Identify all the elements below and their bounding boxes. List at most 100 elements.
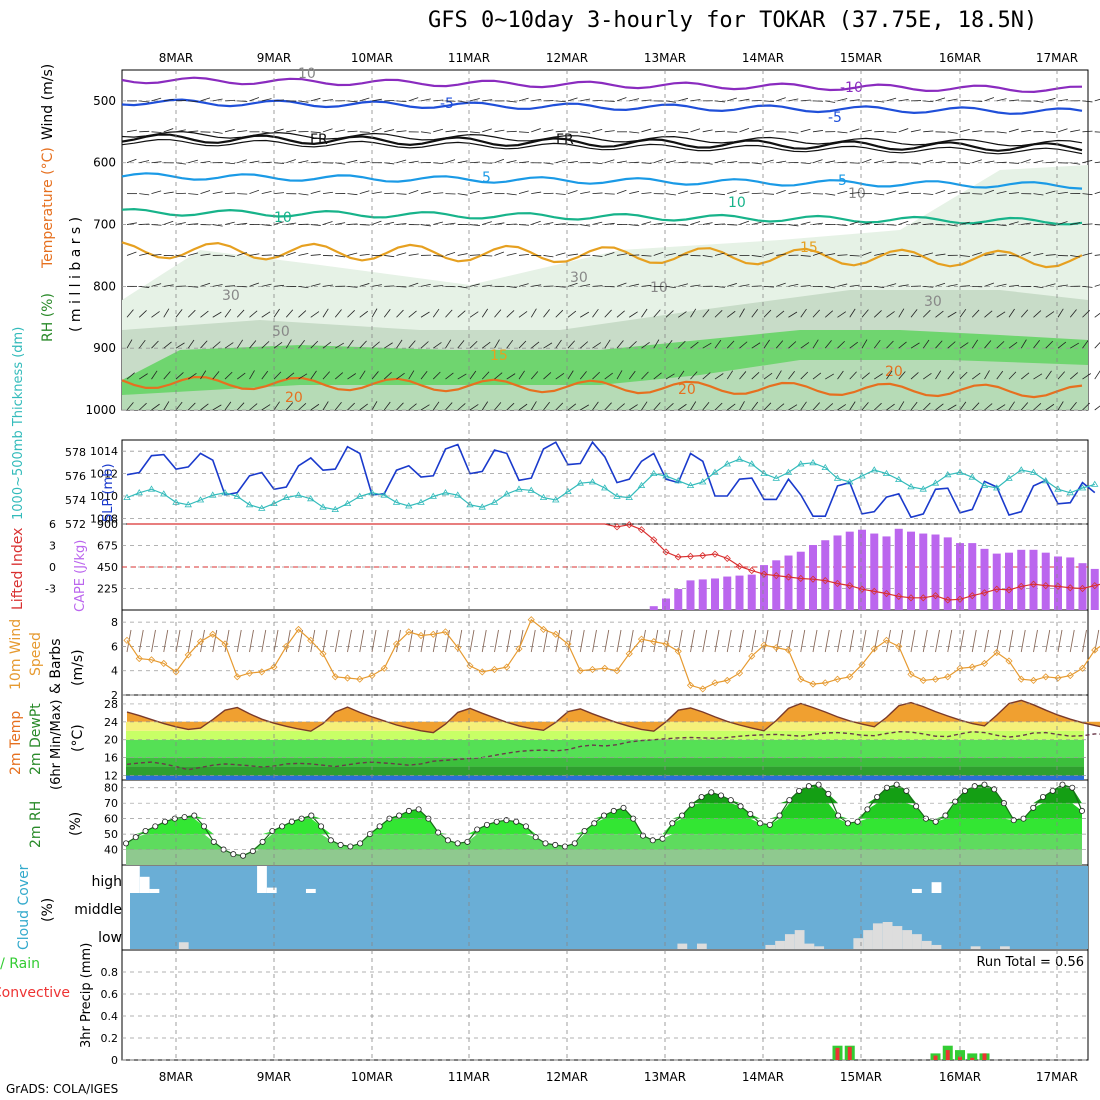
wind-barb: [825, 373, 835, 380]
wind-barb: [1057, 341, 1067, 349]
rh-point: [757, 820, 764, 827]
wind-barb: [175, 309, 183, 318]
wind-barb: [849, 371, 857, 380]
temp-band: [126, 775, 1084, 780]
wind-barb: [1008, 99, 1019, 102]
wind-barb: [1057, 221, 1068, 225]
precip-panel: 0.8 0.6 0.4 0.2 0 Run Total = 0.56: [101, 955, 1088, 1067]
wind-barb: [800, 401, 807, 411]
wind-barb: [139, 252, 150, 256]
wind-speed-point: [919, 676, 927, 684]
wind-barb-10m: [751, 629, 757, 653]
wind-barb: [432, 401, 440, 411]
rh-point: [522, 823, 529, 830]
rh-point: [454, 840, 461, 847]
wind-barb-10m: [273, 629, 279, 653]
wind-barb: [1033, 310, 1042, 318]
wind-barb: [347, 193, 358, 196]
wind-barb: [678, 283, 689, 287]
wind-barb: [898, 371, 906, 380]
wind-speed-point: [1029, 676, 1038, 684]
wind-barb: [604, 222, 615, 225]
precip-tick: 0.6: [101, 988, 119, 1001]
wind-barb: [249, 403, 258, 411]
wind-barb: [751, 129, 762, 133]
wind-speed-point: [772, 644, 780, 652]
wind-barb: [286, 251, 296, 256]
thickness-point: [184, 501, 192, 508]
li-tick: 0: [49, 561, 56, 574]
wind-barb: [592, 221, 603, 225]
wind-barb: [543, 129, 554, 133]
wind-barb: [236, 309, 245, 318]
wind-barb: [224, 401, 232, 411]
wind-barb: [1057, 191, 1068, 195]
wind-barb: [188, 159, 199, 164]
wind-barb: [212, 284, 223, 287]
rh-point: [1049, 787, 1056, 794]
precip-tick: 0.4: [101, 1010, 119, 1023]
wind-barb: [555, 130, 566, 133]
wind-barb: [910, 309, 918, 318]
wind-barb: [249, 253, 260, 256]
wind-barb-10m: [1069, 629, 1075, 653]
wind-barb: [237, 130, 248, 133]
wind-barb: [641, 192, 652, 195]
thickness-point: [858, 472, 866, 479]
wind-barb: [788, 131, 799, 134]
wind-barb: [910, 372, 919, 380]
wind-barb: [420, 404, 430, 411]
rh-point: [913, 803, 920, 810]
wind-barb: [592, 129, 603, 133]
wind-barb: [457, 253, 468, 256]
cape-bar: [980, 548, 989, 610]
wind-barb: [947, 224, 958, 227]
wind-barb: [396, 339, 403, 349]
wind-barb: [408, 403, 417, 411]
thickness-point: [1017, 466, 1025, 473]
wind-barb: [923, 100, 934, 103]
wind-barb: [310, 340, 319, 349]
wind-barb: [616, 189, 627, 195]
wind-barb: [138, 402, 147, 411]
cloud-low-bar: [775, 940, 785, 949]
wind-barb: [959, 255, 970, 257]
thickness-point: [539, 493, 548, 500]
wind-barb: [139, 373, 148, 380]
wind-barb: [653, 402, 661, 411]
wind-barb: [874, 223, 885, 225]
wind-barb: [347, 252, 358, 256]
li-point: [723, 554, 731, 562]
wind-barb: [175, 372, 184, 380]
wind-barb: [494, 158, 505, 164]
wind-barb: [800, 342, 810, 349]
wind-barb: [200, 97, 211, 102]
thickness-point: [980, 481, 989, 488]
thickness-point: [821, 463, 829, 470]
wind-barb: [200, 160, 211, 164]
wind-barb: [922, 402, 931, 411]
wind-barb: [837, 224, 848, 226]
rh-point: [142, 828, 149, 835]
rh-point: [591, 820, 598, 827]
wind-barb: [604, 252, 615, 256]
wind-barb: [800, 99, 811, 102]
wind-barb: [959, 221, 970, 225]
wind-barb: [1057, 371, 1065, 380]
wind-barb: [714, 285, 725, 288]
li-tick: 3: [49, 540, 56, 553]
rh-point: [532, 834, 539, 841]
wind-barb: [1094, 254, 1100, 256]
precip-conv-bar: [835, 1047, 840, 1060]
wind-barb: [739, 220, 750, 225]
wind-barb-10m: [383, 629, 389, 653]
wind-barb: [972, 100, 983, 102]
wind-barb: [469, 131, 480, 134]
pressure-tick: 1000: [85, 403, 116, 417]
wind-barb: [408, 97, 419, 102]
cape-bar: [907, 531, 915, 610]
wind-speed-point: [968, 663, 976, 671]
date-label-bottom: 17MAR: [1036, 1070, 1078, 1084]
rh-point: [483, 821, 490, 828]
wind-barb: [482, 284, 493, 287]
